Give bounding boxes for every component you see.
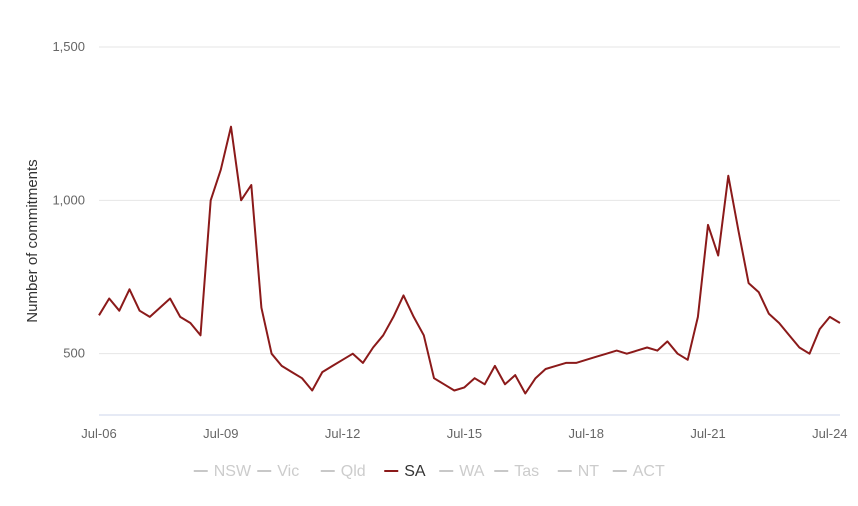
legend-item-qld[interactable]: Qld [320, 463, 366, 480]
y-axis-title: Number of commitments [24, 159, 41, 322]
series-line-sa[interactable] [98, 125, 841, 395]
legend-label: WA [459, 463, 485, 480]
legend-label: Vic [277, 463, 299, 480]
legend-item-act[interactable]: ACT [612, 463, 665, 480]
x-tick-label: Jul-21 [690, 426, 725, 441]
legend-item-wa[interactable]: WA [439, 463, 485, 480]
x-axis-ticks: Jul-06 Jul-09 Jul-12 Jul-15 Jul-18 Jul-21 Jul-… [81, 426, 847, 441]
x-tick-label: Jul-18 [569, 426, 604, 441]
y-axis-ticks: 500 1,000 1,500 [52, 39, 85, 361]
legend-label: NT [578, 463, 600, 480]
gridlines [99, 46, 840, 355]
legend-label: SA [404, 463, 426, 480]
x-tick-label: Jul-12 [325, 426, 360, 441]
legend-item-nsw[interactable]: NSW [193, 463, 252, 480]
legend-item-vic[interactable]: Vic [257, 463, 299, 480]
y-tick-label: 500 [63, 346, 85, 361]
legend-label: Qld [341, 463, 366, 480]
y-tick-label: 1,000 [52, 192, 85, 207]
y-tick-label: 1,500 [52, 39, 85, 54]
legend: NSW Vic Qld SA WA Tas NT ACT [193, 463, 665, 480]
x-tick-label: Jul-06 [81, 426, 116, 441]
x-tick-label: Jul-09 [203, 426, 238, 441]
legend-label: NSW [214, 463, 252, 480]
legend-item-sa[interactable]: SA [384, 463, 426, 480]
x-tick-label: Jul-24 [812, 426, 847, 441]
legend-label: Tas [514, 463, 539, 480]
legend-label: ACT [633, 463, 665, 480]
legend-item-nt[interactable]: NT [557, 463, 600, 480]
legend-item-tas[interactable]: Tas [494, 463, 539, 480]
x-tick-label: Jul-15 [447, 426, 482, 441]
